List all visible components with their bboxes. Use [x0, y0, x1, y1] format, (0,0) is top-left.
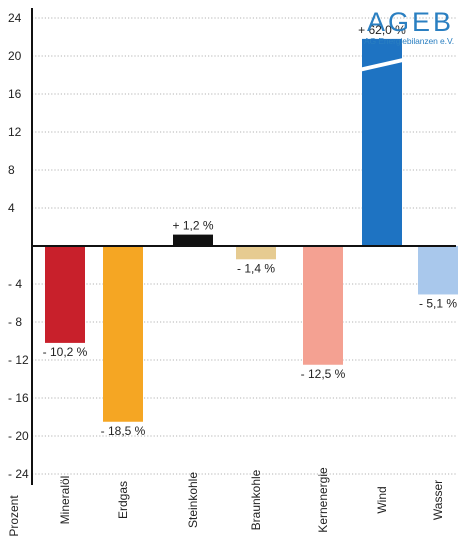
- ageb-logo: AGEB AG Energiebilanzen e.V.: [364, 8, 454, 46]
- data-label: - 1,4 %: [237, 261, 275, 275]
- data-label: + 62,0 %: [358, 23, 406, 37]
- y-tick-label: - 4: [8, 277, 22, 291]
- bar: [362, 38, 402, 247]
- y-tick-label: 12: [8, 125, 22, 139]
- y-tick-label: 4: [8, 201, 15, 215]
- category-label: Braunkohle: [249, 469, 263, 530]
- y-axis-title: Prozent: [7, 495, 21, 537]
- data-label: - 18,5 %: [101, 424, 146, 438]
- bar: [173, 234, 213, 246]
- category-label: Steinkohle: [186, 472, 200, 528]
- bar: [103, 246, 143, 422]
- y-tick-label: - 20: [8, 429, 29, 443]
- data-label: - 12,5 %: [301, 367, 346, 381]
- y-tick-label: 8: [8, 163, 15, 177]
- y-tick-label: - 8: [8, 315, 22, 329]
- logo-name: AGEB: [366, 7, 454, 37]
- axis-break-mark: [360, 57, 404, 72]
- category-label: Mineralöl: [58, 476, 72, 525]
- bar: [45, 246, 85, 343]
- category-label: Wind: [375, 486, 389, 513]
- bars: [45, 38, 458, 422]
- grid-lines: [32, 17, 456, 475]
- y-tick-label: - 12: [8, 353, 29, 367]
- axes: 24 20 16 12 8 4 - 4 - 8 - 12 - 16 - 20 - 24 Mineralö…: [7, 8, 456, 537]
- data-label: - 5,1 %: [419, 296, 457, 310]
- data-label: + 1,2 %: [172, 219, 213, 233]
- category-label: Wasser: [431, 480, 445, 520]
- y-tick-label: 24: [8, 11, 22, 25]
- category-label: Kernenergie: [316, 467, 330, 533]
- y-tick-label: - 16: [8, 391, 29, 405]
- bar: [303, 246, 343, 365]
- bar: [236, 246, 276, 260]
- bar: [418, 246, 458, 295]
- y-tick-label: - 24: [8, 467, 29, 481]
- data-label: - 10,2 %: [43, 345, 88, 359]
- y-tick-label: 16: [8, 87, 22, 101]
- logo-subtitle: AG Energiebilanzen e.V.: [363, 36, 454, 46]
- y-tick-label: 20: [8, 49, 22, 63]
- category-label: Erdgas: [116, 481, 130, 519]
- value-labels: - 10,2 % - 18,5 % + 1,2 % - 1,4 % - 12,5 % + …: [43, 23, 458, 438]
